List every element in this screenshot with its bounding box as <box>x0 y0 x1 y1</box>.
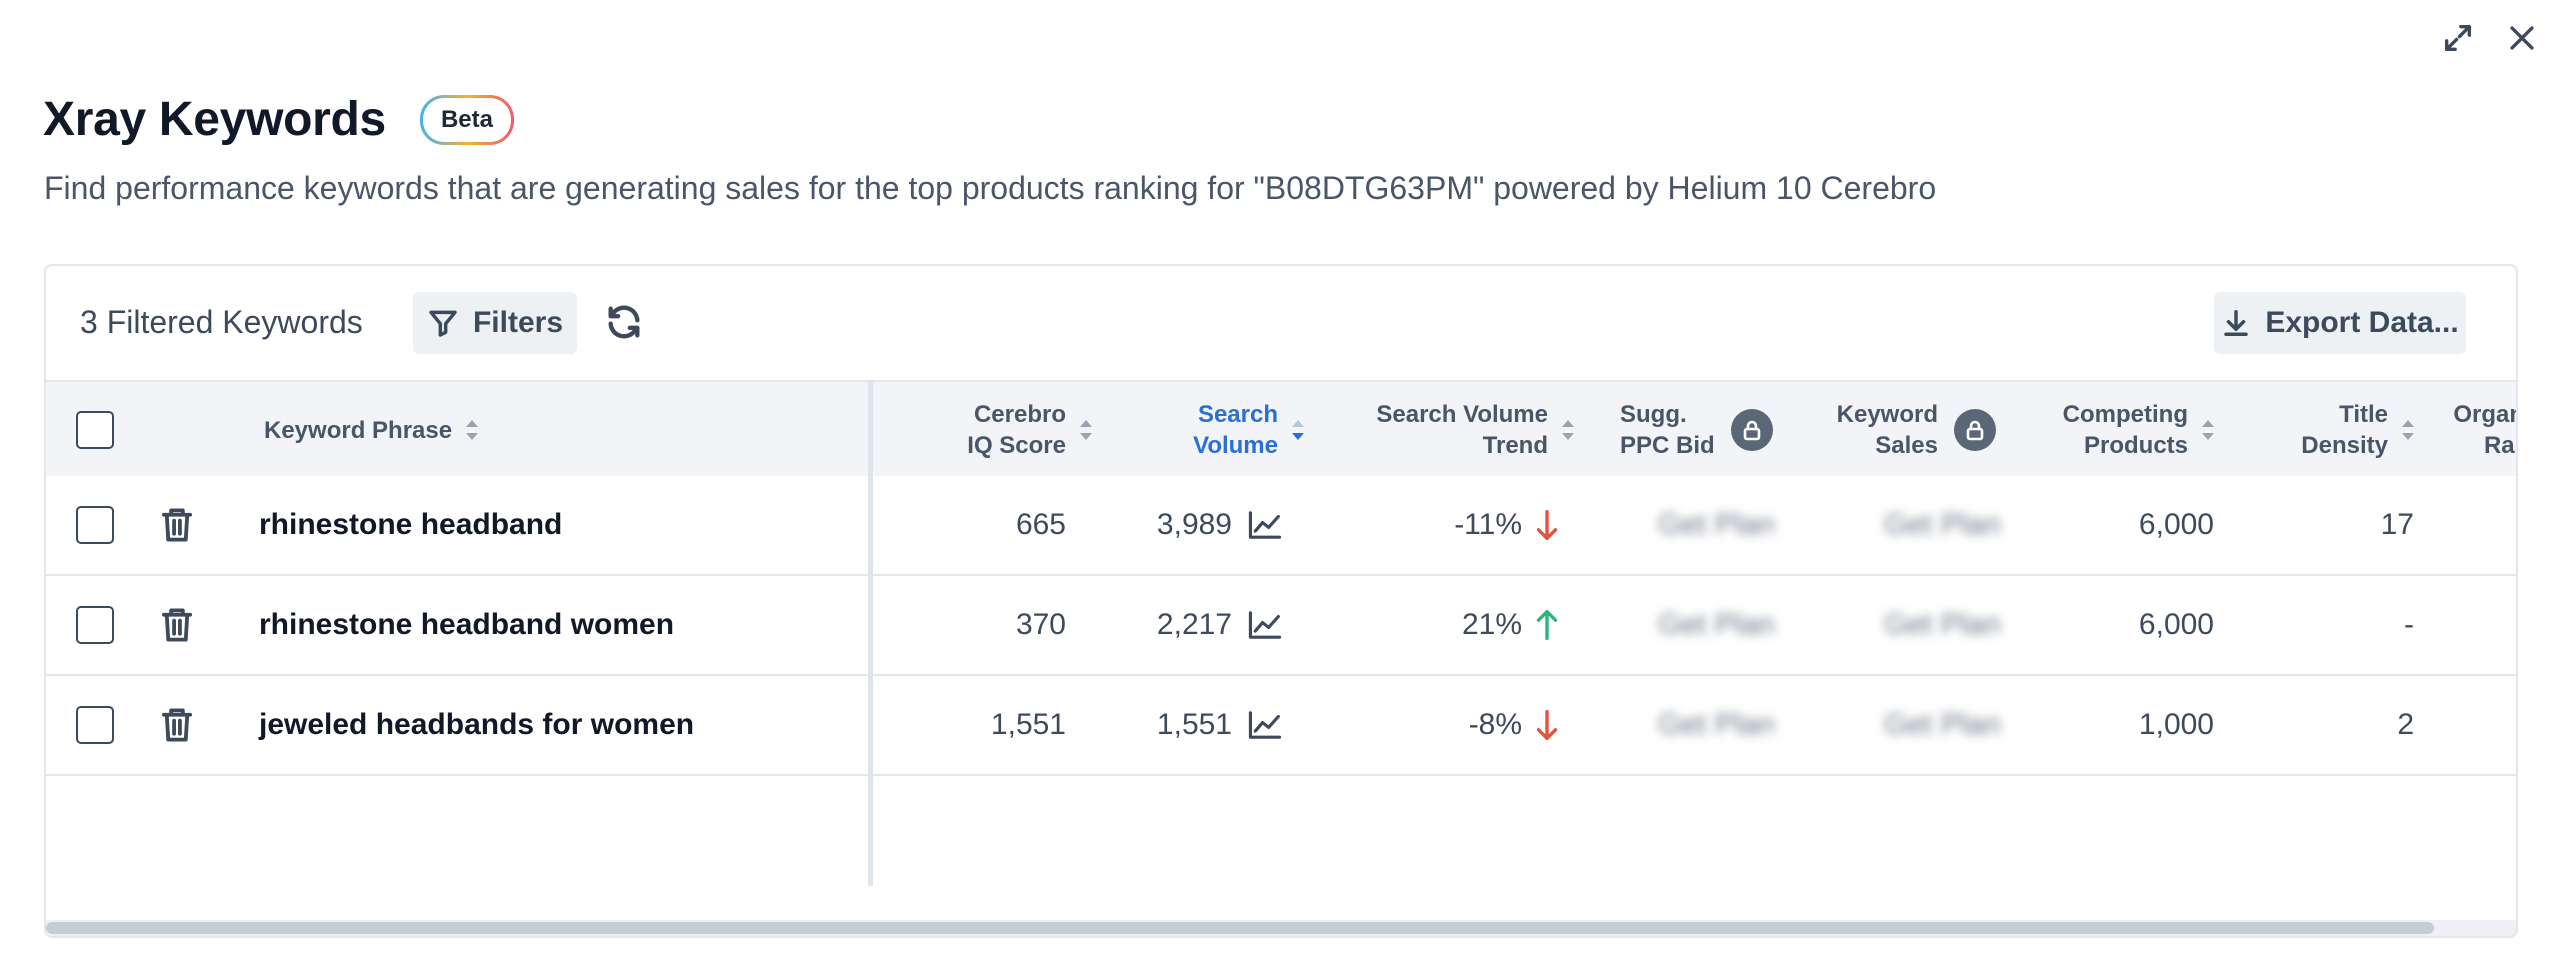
filtered-keywords-count: 3 Filtered Keywords <box>80 304 363 340</box>
cerebro-iq-score: 370 <box>1015 608 1066 641</box>
frozen-column-divider <box>868 380 873 886</box>
sort-icon[interactable] <box>2200 415 2216 445</box>
close-icon[interactable] <box>2504 20 2540 56</box>
beta-badge: Beta <box>420 95 514 145</box>
scrollbar-thumb[interactable] <box>46 922 2434 934</box>
trash-icon[interactable] <box>159 706 195 744</box>
col-keyword-phrase[interactable]: Keyword Phrase <box>264 382 524 478</box>
title-density: 17 <box>2380 508 2414 541</box>
keyword-phrase: jeweled headbands for women <box>259 708 695 741</box>
title-density: - <box>2404 608 2414 641</box>
lock-icon[interactable] <box>1954 409 1996 451</box>
col-competing-products[interactable]: Competing Products <box>2006 382 2216 478</box>
col-keyword-sales[interactable]: Keyword Sales <box>1786 382 1996 478</box>
competing-products: 6,000 <box>2138 508 2214 541</box>
keyword-sales: Get Plan <box>1884 608 2001 641</box>
expand-icon[interactable] <box>2440 20 2476 56</box>
sort-icon[interactable] <box>464 415 480 445</box>
lock-icon[interactable] <box>1730 409 1773 451</box>
cerebro-iq-score: 1,551 <box>990 708 1066 741</box>
line-chart-icon[interactable] <box>1248 710 1282 740</box>
competing-products: 6,000 <box>2138 608 2214 641</box>
row-checkbox[interactable] <box>76 706 114 744</box>
trash-icon[interactable] <box>159 606 195 644</box>
cerebro-iq-score: 665 <box>1015 508 1066 541</box>
arrow-down-icon <box>1536 708 1558 742</box>
search-volume: 2,217 <box>1086 576 1282 674</box>
download-icon <box>2224 310 2249 336</box>
filter-icon <box>429 310 457 337</box>
export-data-button[interactable]: Export Data... <box>2214 292 2466 354</box>
search-volume-trend: -8% <box>1316 676 1558 774</box>
sugg-ppc-bid: Get Plan <box>1658 608 1775 641</box>
window-controls <box>2440 20 2540 56</box>
keyword-phrase: rhinestone headband <box>259 508 563 541</box>
filters-button[interactable]: Filters <box>413 292 577 354</box>
table-row[interactable]: jeweled headbands for women 1,551 1,551 … <box>46 676 2516 776</box>
col-sugg-ppc-bid[interactable]: Sugg. PPC Bid <box>1620 382 1840 478</box>
sugg-ppc-bid: Get Plan <box>1658 508 1775 541</box>
col-search-volume-trend[interactable]: Search Volume Trend <box>1316 382 1576 478</box>
search-volume-trend: 21% <box>1316 576 1558 674</box>
line-chart-icon[interactable] <box>1248 510 1282 540</box>
sort-icon[interactable] <box>1560 415 1576 445</box>
keywords-table-panel: 3 Filtered Keywords Filters Export Data.… <box>44 264 2518 938</box>
table-header: Keyword Phrase Cerebro IQ Score Search Vol… <box>46 380 2518 478</box>
horizontal-scrollbar[interactable] <box>46 920 2516 936</box>
select-all-checkbox[interactable] <box>76 411 114 449</box>
table-row[interactable]: rhinestone headband women 370 2,217 21% … <box>46 576 2516 676</box>
refresh-icon[interactable] <box>604 302 646 344</box>
filters-label: Filters <box>472 306 564 339</box>
col-cerebro-iq-score[interactable]: Cerebro IQ Score <box>894 382 1094 478</box>
sugg-ppc-bid: Get Plan <box>1658 708 1775 741</box>
sort-desc-icon[interactable] <box>1290 415 1306 445</box>
page-title: Xray Keywords <box>43 93 386 146</box>
keyword-sales: Get Plan <box>1884 508 2001 541</box>
export-label: Export Data... <box>2265 306 2459 339</box>
competing-products: 1,000 <box>2138 708 2214 741</box>
search-volume: 3,989 <box>1086 476 1282 574</box>
keyword-phrase: rhinestone headband women <box>259 608 675 641</box>
search-volume: 1,551 <box>1086 676 1282 774</box>
trash-icon[interactable] <box>159 506 195 544</box>
col-title-density[interactable]: Title Density <box>2236 382 2416 478</box>
row-checkbox[interactable] <box>76 506 114 544</box>
col-search-volume[interactable]: Search Volume <box>1106 382 1306 478</box>
sort-icon[interactable] <box>1078 415 1094 445</box>
line-chart-icon[interactable] <box>1248 610 1282 640</box>
keyword-sales: Get Plan <box>1884 708 2001 741</box>
arrow-down-icon <box>1536 508 1558 542</box>
search-volume-trend: -11% <box>1316 476 1558 574</box>
table-toolbar: 3 Filtered Keywords Filters Export Data.… <box>46 266 2516 380</box>
page-subtitle: Find performance keywords that are gener… <box>44 170 1937 206</box>
sort-icon[interactable] <box>2400 415 2416 445</box>
table-row[interactable]: rhinestone headband 665 3,989 -11% Get P… <box>46 476 2516 576</box>
arrow-up-icon <box>1536 608 1558 642</box>
title-row: Xray Keywords Beta <box>43 92 514 147</box>
title-density: 2 <box>2397 708 2414 741</box>
row-checkbox[interactable] <box>76 606 114 644</box>
